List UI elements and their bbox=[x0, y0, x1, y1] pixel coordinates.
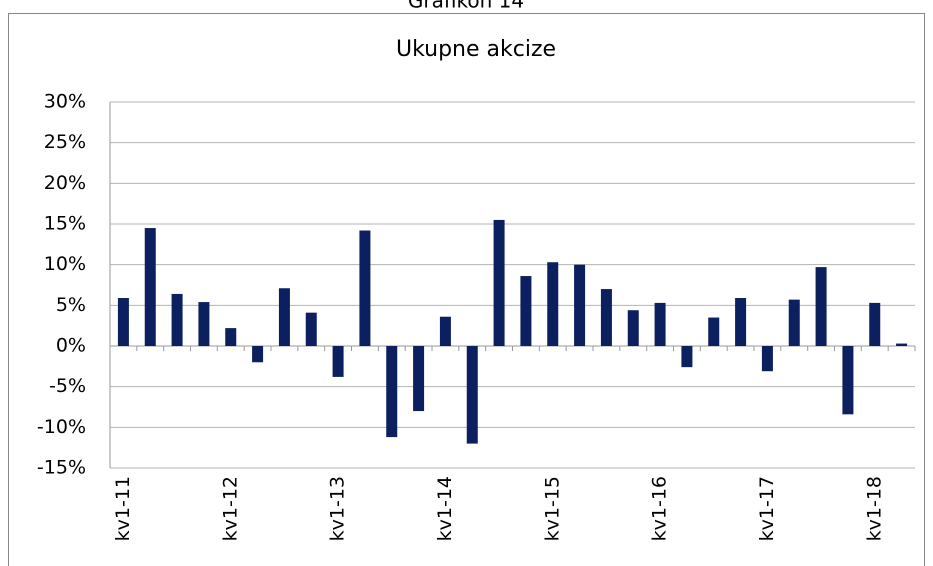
chart-border bbox=[8, 13, 925, 566]
bar bbox=[547, 262, 559, 346]
bar bbox=[842, 346, 854, 415]
bar bbox=[735, 298, 747, 346]
bar bbox=[627, 310, 639, 346]
y-tick-label: 30% bbox=[44, 91, 86, 113]
bar bbox=[386, 346, 398, 438]
x-tick-label: kv1-11 bbox=[112, 476, 134, 541]
bar bbox=[815, 267, 827, 346]
bar bbox=[198, 302, 210, 346]
x-tick-label: kv1-13 bbox=[327, 476, 349, 541]
x-tick-label: kv1-17 bbox=[756, 476, 778, 541]
bar bbox=[278, 288, 290, 346]
bar bbox=[681, 346, 693, 368]
bar bbox=[466, 346, 478, 444]
x-tick-label: kv1-16 bbox=[649, 476, 671, 541]
bar bbox=[788, 299, 800, 346]
y-tick-label: 20% bbox=[44, 172, 86, 194]
chart-title: Ukupne akcize bbox=[396, 37, 556, 62]
bar bbox=[144, 228, 156, 346]
bar bbox=[439, 316, 451, 346]
y-tick-label: -10% bbox=[37, 416, 86, 438]
x-tick-label: kv1-18 bbox=[863, 476, 885, 541]
bar bbox=[493, 219, 505, 346]
bar bbox=[708, 317, 720, 346]
y-tick-label: 0% bbox=[56, 335, 86, 357]
bar bbox=[171, 293, 183, 346]
y-tick-label: -15% bbox=[37, 457, 86, 479]
y-tick-label: 15% bbox=[44, 213, 86, 235]
bar bbox=[413, 346, 425, 412]
y-tick-label: -5% bbox=[49, 375, 86, 397]
bar bbox=[869, 302, 881, 346]
bar bbox=[359, 230, 371, 346]
bar bbox=[896, 343, 908, 346]
bar bbox=[574, 264, 586, 346]
bar bbox=[654, 302, 666, 346]
heading: Grafikon 14 bbox=[408, 0, 524, 13]
bar bbox=[600, 289, 612, 346]
bar bbox=[520, 276, 532, 346]
bar bbox=[305, 312, 317, 346]
x-tick-label: kv1-14 bbox=[434, 476, 456, 541]
y-tick-label: 5% bbox=[56, 294, 86, 316]
bar bbox=[252, 346, 264, 363]
x-tick-label: kv1-15 bbox=[541, 476, 563, 541]
bar bbox=[761, 346, 773, 372]
bar bbox=[332, 346, 344, 377]
bar bbox=[225, 328, 237, 346]
x-tick-label: kv1-12 bbox=[219, 476, 241, 541]
bar bbox=[117, 298, 129, 346]
y-tick-label: 25% bbox=[44, 131, 86, 153]
y-tick-label: 10% bbox=[44, 253, 86, 275]
